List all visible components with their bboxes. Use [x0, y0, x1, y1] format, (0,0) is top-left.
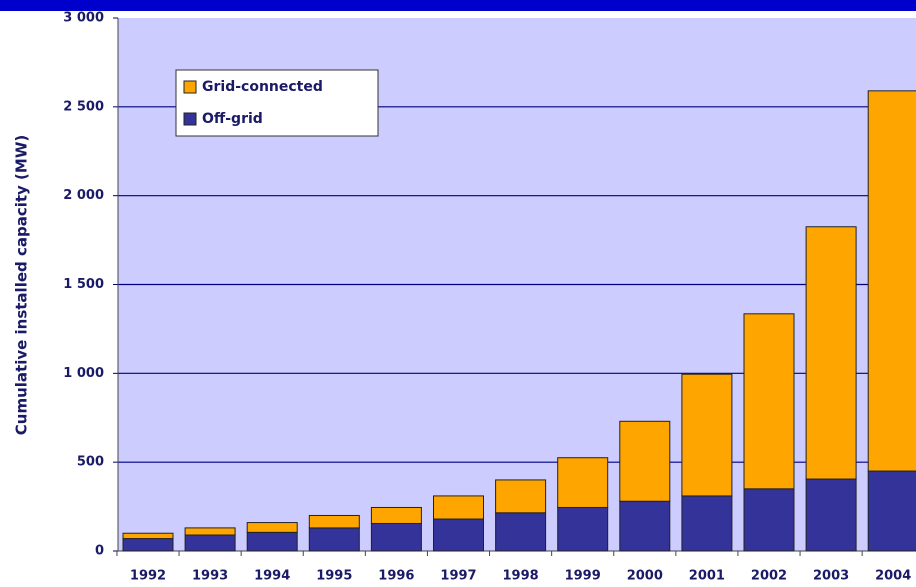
x-tick-label: 2004 — [875, 569, 911, 584]
bar-segment — [681, 495, 733, 552]
bar-segment — [184, 534, 236, 552]
bar-segment — [370, 506, 422, 524]
bar-segment — [246, 531, 298, 552]
x-tick-label: 1997 — [440, 569, 476, 584]
bar-segment — [619, 500, 671, 552]
bar-segment — [805, 226, 857, 480]
y-tick-label: 0 — [95, 544, 104, 559]
x-tick-label: 1998 — [503, 569, 539, 584]
x-tick-label: 1994 — [254, 569, 290, 584]
bar-segment — [184, 527, 236, 536]
bar-segment — [867, 470, 916, 552]
bar-segment — [557, 506, 609, 552]
bar-segment — [681, 373, 733, 497]
x-tick-label: 2000 — [627, 569, 663, 584]
legend-box — [175, 69, 379, 137]
y-tick-label: 500 — [77, 455, 104, 470]
top-band — [0, 0, 916, 11]
bar-segment — [557, 457, 609, 508]
y-tick-label: 2 000 — [63, 188, 104, 203]
bar-segment — [122, 532, 174, 540]
bar-segment — [370, 522, 422, 552]
x-tick-label: 1993 — [192, 569, 228, 584]
bar-segment — [122, 538, 174, 552]
y-tick-label: 3 000 — [63, 11, 104, 26]
y-tick-label: 1 500 — [63, 277, 104, 292]
legend-swatch — [183, 112, 197, 126]
x-tick-label: 2001 — [689, 569, 725, 584]
x-tick-label: 2002 — [751, 569, 787, 584]
x-tick-label: 1992 — [130, 569, 166, 584]
x-tick-label: 1996 — [378, 569, 414, 584]
bar-segment — [495, 512, 547, 552]
bar-segment — [743, 488, 795, 552]
bar-segment — [867, 90, 916, 472]
bar-segment — [308, 514, 360, 529]
x-tick-label: 1999 — [565, 569, 601, 584]
legend-swatch — [183, 80, 197, 94]
marks: 0 500 1 000 1 500 2 000 2 500 3 000 1992 1993 199… — [63, 11, 916, 584]
bar-segment — [743, 313, 795, 490]
bar-segment — [308, 527, 360, 552]
bar-segment — [619, 420, 671, 502]
legend-label: Off-grid — [202, 111, 263, 127]
y-axis-label: Cumulative installed capacity (MW) — [13, 135, 31, 435]
y-tick-label: 1 000 — [63, 366, 104, 381]
y-tick-label: 2 500 — [63, 99, 104, 114]
x-tick-label: 1995 — [316, 569, 352, 584]
bar-segment — [805, 478, 857, 552]
bar-segment — [433, 495, 484, 520]
legend-label: Grid-connected — [202, 79, 323, 95]
bar-segment — [246, 522, 298, 533]
x-tick-label: 2003 — [813, 569, 849, 584]
bar-segment — [495, 479, 547, 514]
bar-segment — [433, 518, 484, 552]
